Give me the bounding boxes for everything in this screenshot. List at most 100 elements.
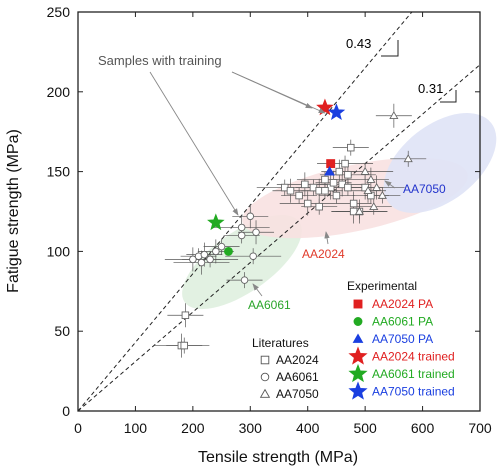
x-tick-label: 0 — [74, 420, 82, 436]
point-aa2024 — [180, 341, 188, 350]
point-aa6061 — [246, 212, 255, 221]
point-aa6061 — [249, 252, 257, 260]
y-tick-label: 150 — [47, 164, 71, 180]
region-label-arrows — [252, 180, 396, 297]
y-tick-label: 50 — [54, 323, 70, 339]
point-aa7050 — [366, 174, 376, 183]
ratio-line — [77, 11, 413, 412]
point-aa6061 — [197, 258, 206, 267]
svg-text:0.31: 0.31 — [418, 81, 443, 96]
legend-experimental-title: Experimental — [347, 279, 417, 293]
point-aa2024-trained — [316, 98, 334, 116]
x-axis-ticks: 0 100 200 300 400 500 600 700 — [74, 12, 492, 436]
point-aa6061 — [200, 250, 209, 259]
point-aa2024 — [301, 180, 309, 189]
arrow-to-aa6061-trained — [149, 71, 239, 216]
point-aa6061 — [212, 247, 220, 256]
arrow-to-aa7050-trained — [231, 71, 326, 114]
x-tick-label: 600 — [411, 420, 435, 436]
legend-label-aa6061-pa: AA6061 PA — [372, 315, 433, 329]
ratio-lines — [77, 11, 481, 412]
point-aa7050 — [369, 202, 379, 211]
x-tick-label: 500 — [353, 420, 377, 436]
x-tick-label: 700 — [468, 420, 492, 436]
point-aa6061 — [240, 276, 249, 284]
point-aa7050 — [372, 182, 382, 191]
point-aa2024 — [315, 202, 323, 211]
legend-marker-aa6061-pa — [353, 317, 363, 326]
legend-label-aa7050-trained: AA7050 trained — [372, 385, 455, 399]
point-aa2024 — [329, 179, 338, 187]
point-aa6061-pa — [224, 246, 233, 256]
y-axis-ticks: 0 50 100 150 200 250 — [47, 4, 480, 419]
legend-marker-aa2024-trained — [348, 346, 368, 365]
legend-label-lit-aa2024: AA2024 — [276, 353, 319, 367]
svg-text:0.43: 0.43 — [346, 36, 371, 51]
point-aa6061 — [237, 231, 246, 240]
legend-marker-aa7050-trained — [348, 381, 368, 400]
y-tick-label: 0 — [62, 403, 70, 419]
region-label-aa2024: AA2024 — [302, 247, 345, 261]
point-aa2024 — [286, 187, 295, 195]
region-label-aa6061: AA6061 — [248, 298, 291, 312]
x-tick-label: 300 — [239, 420, 263, 436]
annotation-arrows — [149, 71, 326, 216]
slope-triangle-043 — [381, 40, 399, 57]
legend-marker-aa2024-pa — [353, 299, 363, 309]
legend-label-aa2024-trained: AA2024 trained — [372, 350, 455, 364]
y-tick-label: 200 — [47, 84, 71, 100]
annotation-samples-with-training: Samples with training — [98, 53, 222, 68]
point-aa2024 — [295, 191, 303, 200]
point-aa7050 — [363, 186, 373, 195]
legend-marker-lit-aa7050 — [259, 388, 271, 398]
legend-marker-aa7050-pa — [352, 333, 364, 343]
shaded-regions — [182, 113, 497, 310]
point-aa2024 — [347, 143, 355, 152]
legend-label-lit-aa6061: AA6061 — [276, 370, 319, 384]
x-tick-label: 200 — [181, 420, 205, 436]
point-aa7050 — [354, 206, 364, 215]
region-aa7050 — [383, 113, 497, 213]
legend-label-lit-aa7050: AA7050 — [276, 387, 319, 401]
legend-marker-lit-aa6061 — [260, 372, 270, 382]
point-aa2024 — [332, 191, 341, 200]
point-aa2024 — [335, 167, 344, 176]
y-axis-title: Fatigue strength (MPa) — [5, 129, 22, 293]
point-aa7050-pa — [324, 166, 335, 176]
point-aa2024 — [344, 171, 352, 179]
legend-label-aa6061-trained: AA6061 trained — [372, 367, 455, 381]
point-aa2024 — [321, 175, 329, 184]
ratio-label-043: 0.43 — [346, 36, 399, 57]
ratio-label-031: 0.31 — [418, 81, 457, 103]
point-aa7050 — [389, 111, 399, 120]
legend-literature: Literatures AA2024 AA6061 AA7050 — [252, 336, 319, 401]
point-aa6061 — [206, 255, 214, 264]
point-aa7050 — [360, 166, 370, 175]
legend-literature-title: Literatures — [252, 336, 309, 350]
point-aa6061 — [237, 223, 246, 232]
point-aa2024 — [344, 183, 352, 192]
point-aa6061 — [252, 228, 260, 236]
legend-marker-lit-aa2024 — [260, 355, 270, 365]
point-aa7050-trained — [327, 103, 346, 121]
data-points — [177, 98, 413, 350]
point-aa2024 — [349, 199, 358, 208]
point-aa6061-trained — [207, 213, 225, 231]
x-axis-title: Tensile strength (MPa) — [198, 449, 358, 466]
point-aa2024 — [321, 187, 329, 195]
point-aa2024-pa — [326, 159, 336, 169]
legend-marker-aa6061-trained — [348, 363, 368, 383]
point-aa7050 — [377, 190, 387, 199]
region-aa6061 — [182, 214, 302, 310]
point-aa7050 — [403, 154, 413, 163]
region-label-aa7050: AA7050 — [403, 182, 446, 196]
legend-experimental: Experimental AA2024 PA AA6061 PA AA7050 PA… — [347, 279, 455, 400]
point-aa2024 — [341, 159, 349, 168]
point-aa6061 — [189, 255, 197, 264]
ratio-line — [77, 64, 481, 412]
legend-label-aa7050-pa: AA7050 PA — [372, 332, 433, 346]
plot-frame — [77, 11, 481, 412]
y-tick-label: 100 — [47, 243, 71, 259]
point-aa6061 — [217, 242, 226, 251]
